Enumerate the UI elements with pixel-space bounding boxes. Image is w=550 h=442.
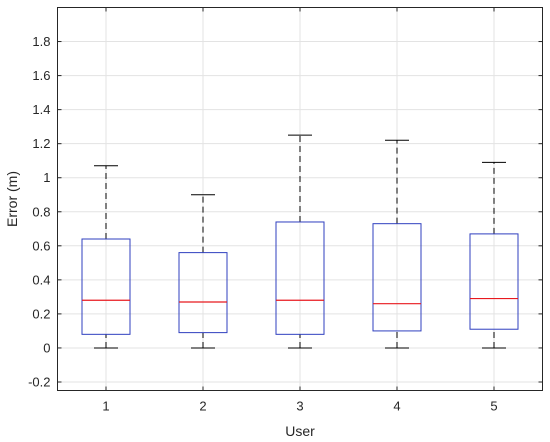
box-group-user-3: [275, 134, 325, 349]
x-tick-label: 3: [296, 399, 303, 414]
iqr-box: [81, 238, 131, 335]
x-axis-label: User: [285, 423, 315, 439]
y-tick-label: 0.2: [32, 306, 50, 321]
y-tick-label: 1.8: [32, 34, 50, 49]
y-tick-label: 0.6: [32, 238, 50, 253]
y-tick-label: 1: [43, 170, 50, 185]
y-tick-label: 0.4: [32, 272, 50, 287]
x-tick-layer: 1 2 3 4 5: [102, 7, 498, 414]
x-tick-label: 4: [393, 399, 400, 414]
y-tick-label: -0.2: [28, 374, 50, 389]
x-tick-label: 2: [199, 399, 206, 414]
box-group-user-2: [178, 194, 228, 349]
iqr-box: [275, 221, 325, 335]
box-group-user-4: [372, 139, 422, 349]
y-tick-label: 0: [43, 340, 50, 355]
x-tick-label: 1: [102, 399, 109, 414]
iqr-box: [178, 252, 228, 334]
x-tick-label: 5: [490, 399, 497, 414]
iqr-box: [469, 233, 519, 330]
y-tick-label: 1.6: [32, 68, 50, 83]
iqr-box: [372, 223, 422, 332]
box-group-user-5: [469, 161, 519, 349]
box-group-user-1: [81, 165, 131, 349]
y-tick-label: 1.2: [32, 136, 50, 151]
y-tick-layer: -0.2 0 0.2 0.4 0.6 0.8 1 1.2 1.4 1.6 1.8: [28, 34, 543, 389]
y-axis-label: Error (m): [4, 171, 20, 227]
y-tick-label: 0.8: [32, 204, 50, 219]
box-layer: [81, 134, 519, 349]
y-tick-label: 1.4: [32, 102, 50, 117]
